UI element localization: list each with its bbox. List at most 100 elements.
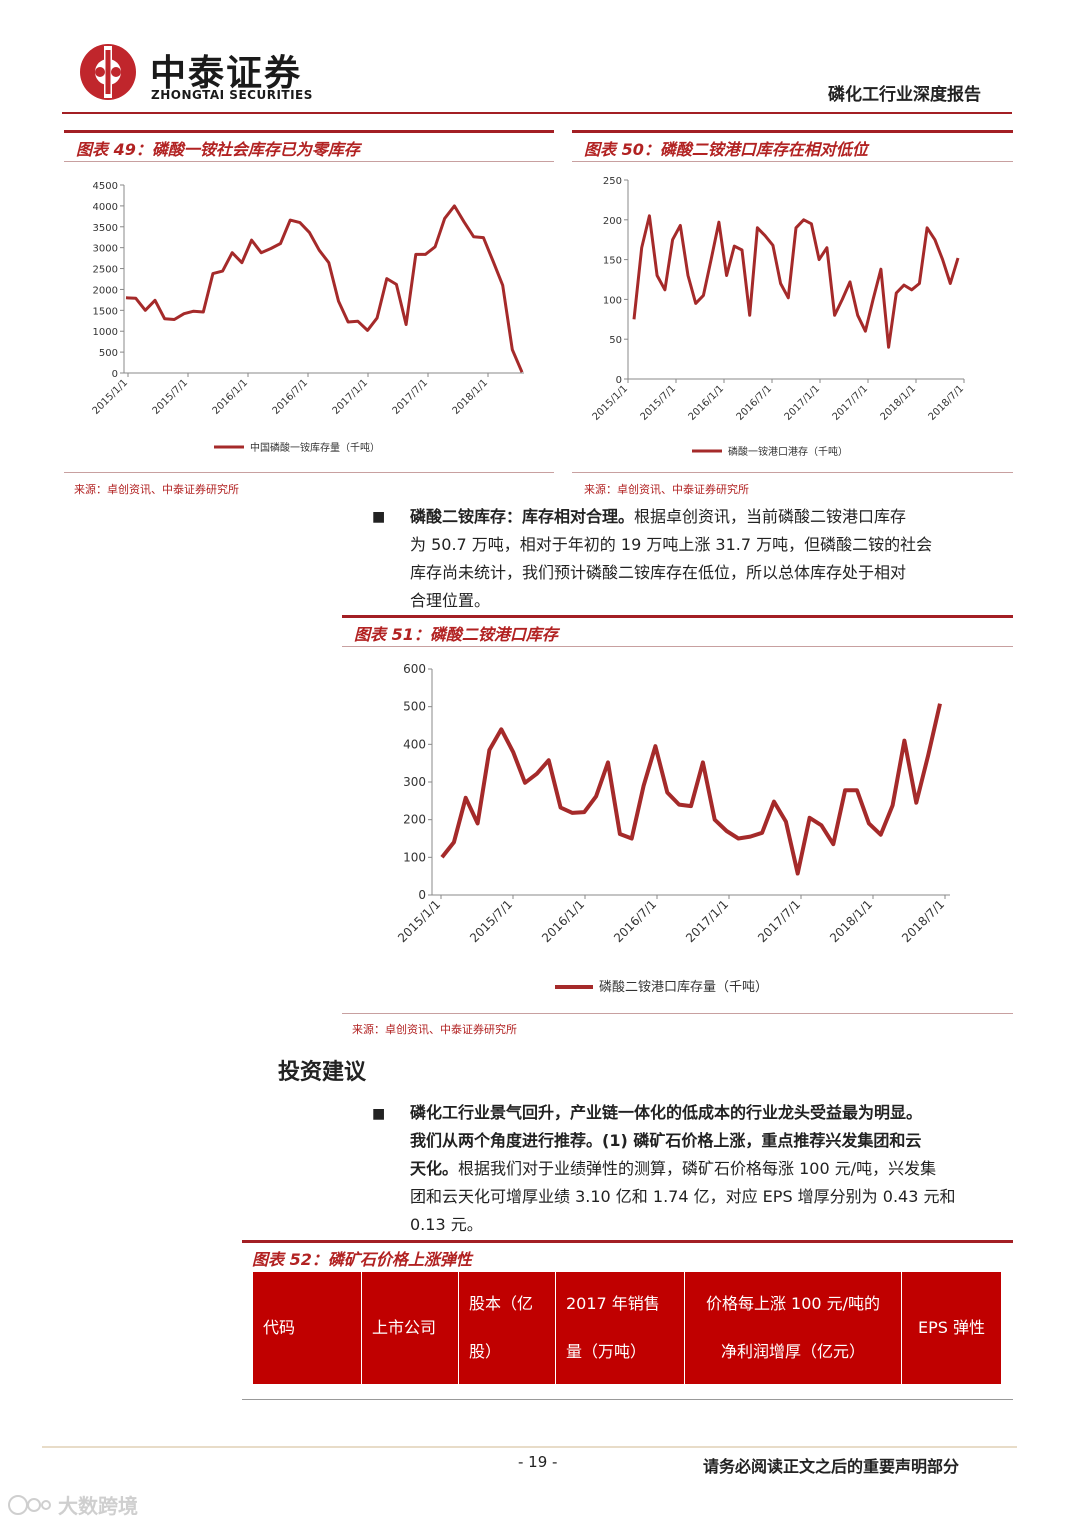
y-tick-label: 1500 [93,306,118,317]
y-tick-label: 100 [403,850,426,864]
para2-line2: 我们从两个角度进行推荐。(1) 磷矿石价格上涨，重点推荐兴发集团和云 [410,1127,1010,1155]
y-tick-label: 2000 [93,285,118,296]
x-tick-label: 2016/1/1 [687,383,727,423]
y-tick-label: 3500 [93,223,118,234]
x-tick-label: 2017/7/1 [391,377,431,417]
x-tick-label: 2017/1/1 [683,897,731,945]
x-tick-label: 2017/1/1 [331,377,371,417]
header-sales-l2: 量（万吨） [566,1342,647,1361]
para1-line2: 为 50.7 万吨，相对于年初的 19 万吨上涨 31.7 万吨，但磷酸二铵的社… [410,535,933,554]
chart51-title: 图表 51：磷酸二铵港口库存 [354,625,558,644]
series-line [440,703,942,876]
table-header-row: 代码 上市公司 股本（亿 股） 2017 年销售 量（万吨） 价格每上涨 100… [252,1271,1002,1385]
chart49-title: 图表 49：磷酸一铵社会库存已为零库存 [76,140,360,159]
y-tick-label: 4500 [93,181,118,192]
y-tick-label: 4000 [93,202,118,213]
header-profit-l2: 净利润增厚（亿元） [720,1342,865,1361]
header-sales-l1: 2017 年销售 [566,1294,660,1313]
brand-logo [78,42,138,102]
y-tick-label: 100 [603,295,622,306]
chart49-source: 来源：卓创资讯、中泰证券研究所 [74,483,239,496]
chart51-source: 来源：卓创资讯、中泰证券研究所 [352,1023,517,1036]
series-line [125,204,524,373]
x-tick-label: 2016/7/1 [735,383,775,423]
para1-lead: 磷酸二铵库存：库存相对合理。 [410,507,635,526]
chart50-source: 来源：卓创资讯、中泰证券研究所 [584,483,749,496]
y-tick-label: 500 [403,700,426,714]
chart49-top-rule [64,130,554,133]
chart51-plot: 0 100 200 300 400 500 600 2015/1/1 2015/7/1 2016/… [395,662,950,995]
x-tick-label: 2015/7/1 [151,377,191,417]
para2-line4: 团和云天化可增厚业绩 3.10 亿和 1.74 亿，对应 EPS 增厚分别为 0… [410,1187,956,1206]
para1-line1: 磷酸二铵库存：库存相对合理。根据卓创资讯，当前磷酸二铵港口库存 [410,503,1010,531]
para2-line3-text: 根据我们对于业绩弹性的测算，磷矿石价格每涨 100 元/吨，兴发集 [458,1159,937,1178]
x-tick-label: 2018/7/1 [899,897,947,945]
chart50-title-rule [572,161,1013,162]
y-tick-label: 200 [603,216,622,227]
y-tick-label: 3000 [93,244,118,255]
x-tick-label: 2018/1/1 [827,897,875,945]
bullet-square-icon: ■ [372,509,386,525]
report-title: 磷化工行业深度报告 [828,85,981,105]
x-tick-label: 2018/7/1 [927,383,967,423]
x-tick-label: 2015/7/1 [467,897,515,945]
para2-line1: 磷化工行业景气回升，产业链一体化的低成本的行业龙头受益最为明显。 [410,1099,1010,1127]
header-shares-l2: 股） [469,1342,502,1361]
chart49-plot: 0 500 1000 1500 2000 2500 3000 3500 4000 4500 2015… [91,181,524,454]
brand-logo-mark-icon [80,44,136,100]
y-tick-label: 2500 [93,265,118,276]
paragraph-investment: 磷化工行业景气回升，产业链一体化的低成本的行业龙头受益最为明显。 我们从两个角度… [410,1099,1010,1239]
page-number: - 19 - [518,1453,558,1471]
x-tick-label: 2016/7/1 [611,897,659,945]
legend-label: 磷酸二铵港口库存量（千吨） [599,979,768,995]
x-tick-label: 2017/7/1 [831,383,871,423]
watermark-text: 大数跨境 [58,1494,138,1518]
chart50-title: 图表 50：磷酸二铵港口库存在相对低位 [584,140,868,159]
x-tick-label: 2017/7/1 [755,897,803,945]
x-tick-label: 2016/1/1 [211,377,251,417]
paragraph-dap-inventory: 磷酸二铵库存：库存相对合理。根据卓创资讯，当前磷酸二铵港口库存 为 50.7 万… [410,503,1010,615]
header-profit-l1: 价格每上涨 100 元/吨的 [705,1294,881,1313]
header-code: 代码 [252,1271,362,1385]
header-company: 上市公司 [361,1271,459,1385]
header-sales: 2017 年销售 量（万吨） [555,1271,685,1385]
para2-line3-lead: 天化。 [410,1159,459,1178]
chart49-title-rule [64,161,554,162]
chart49-bottom-rule [64,472,554,473]
x-tick-label: 2018/1/1 [451,377,491,417]
x-tick-label: 2015/1/1 [91,377,131,417]
brand-name-en: ZHONGTAI SECURITIES [151,88,313,102]
table52-top-rule [242,1240,1013,1243]
chart50-top-rule [572,130,1013,133]
chart50-bottom-rule [572,472,1013,473]
para2-line5: 0.13 元。 [410,1215,483,1234]
eps-elasticity-table: 代码 上市公司 股本（亿 股） 2017 年销售 量（万吨） 价格每上涨 100… [252,1271,1002,1385]
y-tick-label: 300 [403,775,426,789]
para1-line4: 合理位置。 [410,591,491,610]
series-line [632,214,960,349]
para1-line1-text: 根据卓创资讯，当前磷酸二铵港口库存 [634,507,907,526]
y-tick-label: 1000 [93,327,118,338]
y-tick-label: 600 [403,662,426,676]
y-tick-label: 400 [403,737,426,751]
x-tick-label: 2016/1/1 [539,897,587,945]
section-heading: 投资建议 [278,1060,367,1085]
header-eps: EPS 弹性 [901,1271,1002,1385]
y-tick-label: 0 [418,888,426,902]
header-shares-l1: 股本（亿 [469,1294,534,1313]
y-tick-label: 200 [403,813,426,827]
y-tick-label: 0 [616,375,622,386]
legend-label: 中国磷酸一铵库存量（千吨） [250,441,380,454]
legend-label: 磷酸一铵港口港存（千吨） [728,445,848,458]
para1-line3: 库存尚未统计，我们预计磷酸二铵库存在低位，所以总体库存处于相对 [410,563,907,582]
table52-bottom-rule [242,1399,1013,1400]
x-tick-label: 2015/1/1 [591,383,631,423]
footer-divider [42,1446,1017,1448]
bullet-square-icon: ■ [372,1106,386,1122]
watermark-logo-icon [8,1494,51,1515]
x-tick-label: 2018/1/1 [879,383,919,423]
y-tick-label: 500 [99,348,118,359]
y-tick-label: 0 [112,369,118,380]
chart51-bottom-rule [342,1013,1013,1014]
